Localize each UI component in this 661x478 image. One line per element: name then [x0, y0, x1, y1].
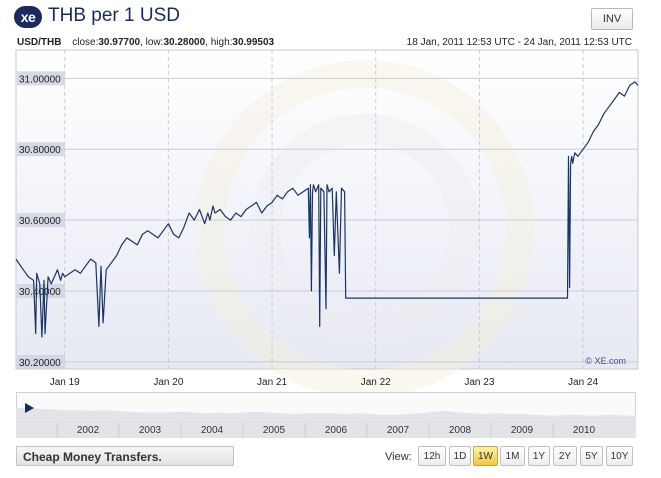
y-tick-label-bg — [17, 142, 65, 157]
play-icon[interactable] — [25, 403, 34, 413]
series-layer — [15, 81, 639, 338]
navigator-years: 2002 2003 2004 2005 2006 2007 2008 2009 2010 — [56, 422, 596, 438]
page-title: THB per 1 USD — [48, 5, 180, 26]
view-button-2y[interactable]: 2Y — [553, 446, 577, 466]
x-tick-label: Jan 22 — [361, 377, 391, 388]
y-tick-label-bg — [17, 71, 65, 86]
low-value: 30.28000 — [163, 37, 206, 48]
chart-header: xe THB per 1 USD INV — [0, 0, 661, 34]
view-button-12h[interactable]: 12h — [418, 446, 446, 466]
cheap-money-transfers-button[interactable]: Cheap Money Transfers. — [16, 446, 234, 466]
navigator-year-label: 2009 — [511, 425, 534, 436]
y-tick-label-bg — [17, 284, 65, 299]
y-tick-label-bg — [17, 213, 65, 228]
view-button-5y[interactable]: 5Y — [580, 446, 603, 466]
navigator-year-label: 2008 — [449, 425, 472, 436]
navigator-area — [16, 408, 636, 438]
view-button-1m[interactable]: 1M — [500, 446, 525, 466]
timeline-navigator[interactable]: 2002 2003 2004 2005 2006 2007 2008 2009 2010 — [16, 392, 636, 438]
x-tick-label: Jan 19 — [50, 377, 80, 388]
y-tick-label: 30.80000 — [19, 145, 61, 156]
navigator-year-label: 2010 — [573, 425, 596, 436]
navigator-year-label: 2004 — [201, 425, 224, 436]
y-tick-label: 30.60000 — [19, 216, 61, 227]
low-label: low: — [145, 37, 164, 48]
high-value: 30.99503 — [232, 37, 275, 48]
currency-pair: USD/THB — [17, 37, 62, 48]
x-tick-label: Jan 24 — [568, 377, 598, 388]
close-label: close: — [72, 37, 99, 48]
high-label: high: — [210, 37, 233, 48]
view-button-10y[interactable]: 10Y — [606, 446, 633, 466]
rate-chart-svg: 30.2000030.4000030.6000030.8000031.00000… — [15, 49, 639, 396]
navigator-svg[interactable]: 2002 2003 2004 2005 2006 2007 2008 2009 2010 — [16, 392, 636, 438]
quote-summary: USD/THB close:30.97700, low:30.28000, hi… — [17, 37, 275, 48]
watermark-e — [196, 60, 534, 396]
navigator-profile — [16, 408, 636, 438]
series-line — [15, 81, 639, 338]
navigator-year-label: 2007 — [387, 425, 410, 436]
view-button-1w[interactable]: 1W — [473, 446, 498, 466]
view-label: View: — [385, 451, 412, 463]
xe-logo: xe — [14, 6, 42, 28]
y-tick-label: 31.00000 — [19, 74, 61, 85]
x-axis-labels: Jan 19 Jan 20 Jan 21 Jan 22 Jan 23 Jan 24 — [50, 377, 599, 388]
view-button-1y[interactable]: 1Y — [528, 446, 550, 466]
x-tick-label: Jan 23 — [464, 377, 494, 388]
invert-button[interactable]: INV — [591, 8, 633, 30]
navigator-year-label: 2002 — [77, 425, 100, 436]
date-range: 18 Jan, 2011 12:53 UTC - 24 Jan, 2011 12… — [406, 37, 632, 48]
y-tick-label: 30.20000 — [19, 358, 61, 369]
view-button-1d[interactable]: 1D — [449, 446, 471, 466]
y-tick-label-bg — [17, 354, 65, 369]
x-tick-label: Jan 20 — [153, 377, 183, 388]
rate-chart: 30.20000 30.40000 30.60000 30.80000 31.00000… — [0, 46, 661, 396]
navigator-year-label: 2006 — [325, 425, 348, 436]
x-tick-label: Jan 21 — [257, 377, 287, 388]
navigator-year-label: 2003 — [139, 425, 162, 436]
navigator-year-label: 2005 — [263, 425, 286, 436]
xe-watermark-text: © XE.com — [585, 356, 626, 366]
close-value: 30.97700 — [98, 37, 141, 48]
